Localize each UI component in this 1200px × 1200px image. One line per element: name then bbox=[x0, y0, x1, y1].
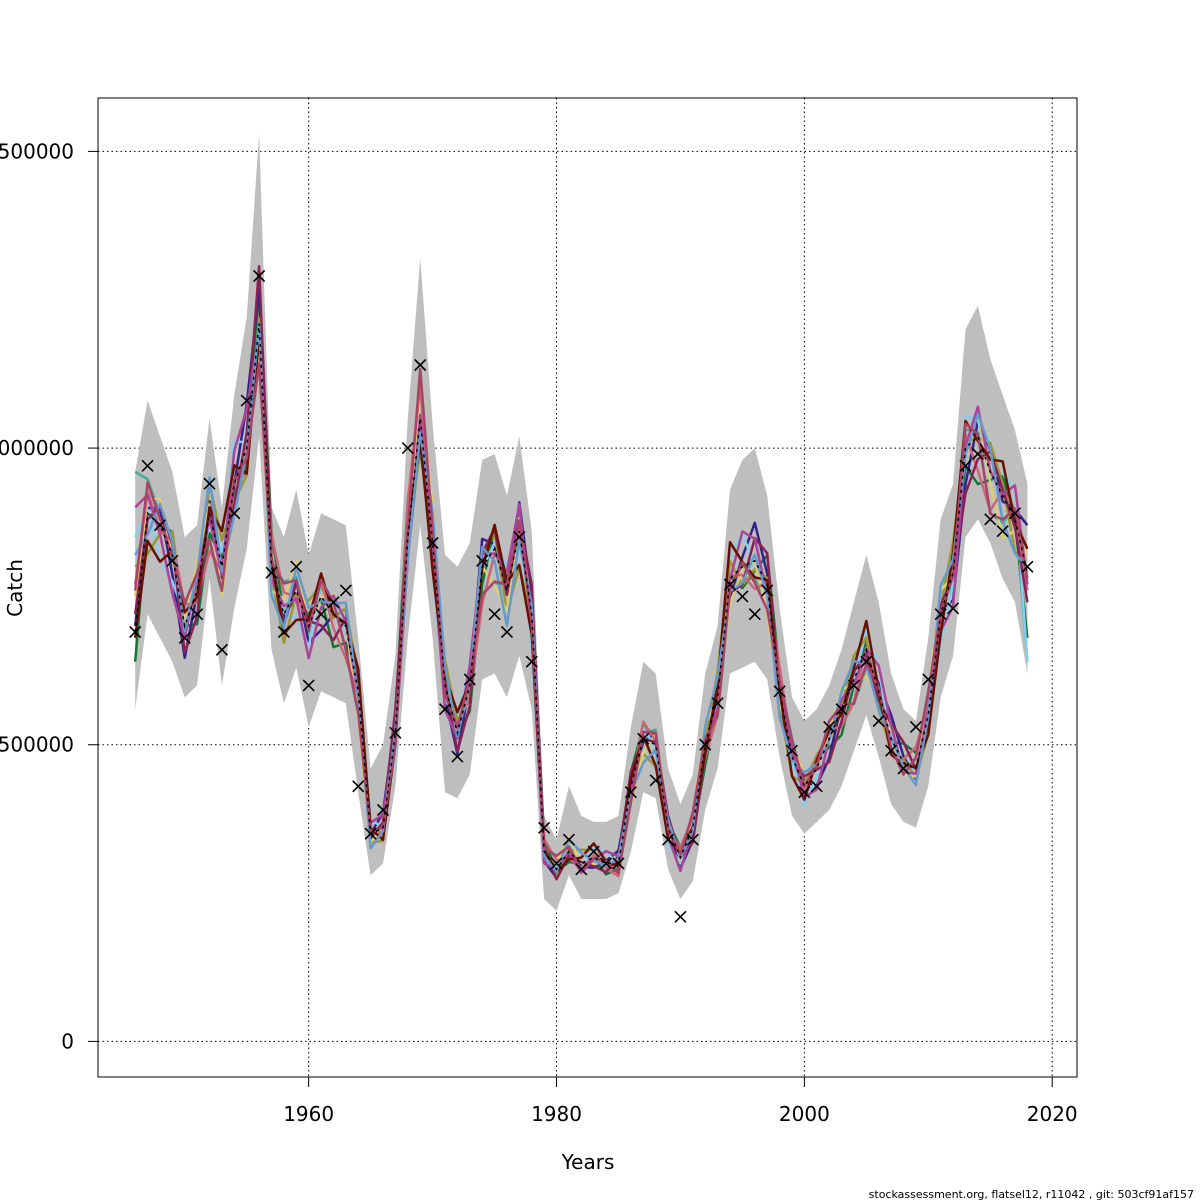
observed-point bbox=[141, 459, 154, 472]
observed-point bbox=[723, 578, 737, 591]
observed-point bbox=[587, 845, 600, 858]
y-tick-label: 0 bbox=[61, 1029, 74, 1053]
footer-credit: stockassessment.org, flatsel12, r11042 ,… bbox=[869, 1188, 1194, 1200]
observed-point bbox=[674, 910, 687, 923]
observed-point bbox=[860, 655, 873, 668]
observed-point bbox=[761, 584, 774, 597]
observed-point bbox=[934, 608, 947, 621]
observed-point bbox=[463, 673, 476, 686]
observed-point bbox=[401, 442, 414, 455]
observed-point bbox=[451, 750, 464, 763]
observed-point bbox=[959, 459, 972, 472]
observed-point bbox=[785, 744, 799, 757]
y-tick-label: 1000000 bbox=[0, 436, 74, 460]
observed-point bbox=[748, 608, 761, 621]
observed-point bbox=[984, 513, 997, 526]
observed-point bbox=[166, 554, 179, 567]
observed-point bbox=[550, 857, 563, 870]
observed-point bbox=[1008, 507, 1022, 520]
observed-point bbox=[426, 536, 439, 550]
observed-point bbox=[823, 720, 836, 733]
x-axis-ticks: 1960 1980 2000 2020 bbox=[283, 1077, 1078, 1126]
observed-point bbox=[538, 821, 551, 834]
x-tick-label: 2000 bbox=[779, 1102, 830, 1126]
series-line bbox=[134, 323, 1029, 874]
observed-point bbox=[686, 833, 699, 846]
observed-point bbox=[265, 566, 278, 579]
observed-point bbox=[810, 780, 823, 793]
observed-point bbox=[153, 519, 167, 532]
observed-point bbox=[253, 269, 266, 283]
observed-point bbox=[438, 703, 452, 716]
observed-point bbox=[240, 394, 253, 407]
observed-point bbox=[339, 584, 352, 597]
observed-point bbox=[476, 554, 489, 567]
observed-point bbox=[971, 447, 984, 461]
x-axis-title: Years bbox=[561, 1150, 615, 1174]
observed-point bbox=[191, 608, 204, 621]
observed-point bbox=[302, 679, 315, 692]
observed-point bbox=[203, 477, 216, 490]
observed-point bbox=[835, 703, 848, 716]
observed-point bbox=[637, 732, 650, 745]
observed-point bbox=[215, 643, 228, 656]
observed-point bbox=[1021, 560, 1034, 573]
series-line bbox=[134, 332, 1029, 875]
observed-point bbox=[525, 655, 538, 668]
observed-point bbox=[649, 774, 662, 787]
observed-point bbox=[327, 596, 340, 609]
y-axis-title: Catch bbox=[3, 559, 27, 617]
observed-point bbox=[922, 673, 935, 686]
grid-lines bbox=[98, 98, 1077, 1077]
observed-point bbox=[228, 507, 241, 520]
observed-point bbox=[277, 625, 290, 639]
observed-point bbox=[575, 863, 588, 876]
observed-point bbox=[773, 685, 786, 698]
median-line bbox=[134, 323, 1029, 871]
observed-point bbox=[847, 679, 861, 692]
observed-point bbox=[624, 786, 637, 799]
y-tick-label: 1500000 bbox=[0, 139, 74, 163]
observed-point bbox=[488, 608, 501, 621]
observed-point bbox=[699, 738, 712, 751]
observed-point bbox=[314, 608, 328, 621]
observed-point bbox=[178, 631, 191, 644]
observed-point bbox=[290, 560, 303, 573]
observed-point bbox=[414, 358, 427, 372]
observed-point bbox=[798, 786, 811, 799]
observed-point bbox=[612, 857, 625, 870]
observed-point bbox=[364, 827, 377, 840]
observed-point bbox=[562, 833, 575, 846]
observed-point bbox=[389, 726, 402, 739]
observed-point bbox=[885, 744, 898, 757]
y-tick-label: 500000 bbox=[0, 733, 74, 757]
y-axis-ticks: 0 500000 1000000 1500000 bbox=[0, 139, 98, 1053]
observed-point bbox=[736, 590, 749, 603]
observed-markers-layer bbox=[129, 269, 1034, 923]
observed-point bbox=[129, 625, 142, 639]
x-tick-label: 1960 bbox=[283, 1102, 334, 1126]
observed-point bbox=[500, 625, 514, 639]
x-tick-label: 1980 bbox=[531, 1102, 582, 1126]
observed-point bbox=[947, 602, 960, 615]
observed-point bbox=[513, 531, 526, 544]
observed-point bbox=[352, 780, 365, 793]
observed-point bbox=[897, 762, 910, 775]
observed-point bbox=[909, 720, 922, 733]
observed-point bbox=[600, 857, 613, 870]
plot-frame bbox=[97, 97, 1078, 1078]
observed-point bbox=[376, 803, 390, 817]
observed-point bbox=[711, 697, 724, 710]
observed-point bbox=[661, 833, 675, 846]
median-line-layer bbox=[134, 323, 1029, 871]
observed-point bbox=[872, 714, 885, 728]
observed-point bbox=[996, 525, 1009, 538]
x-tick-label: 2020 bbox=[1027, 1102, 1078, 1126]
